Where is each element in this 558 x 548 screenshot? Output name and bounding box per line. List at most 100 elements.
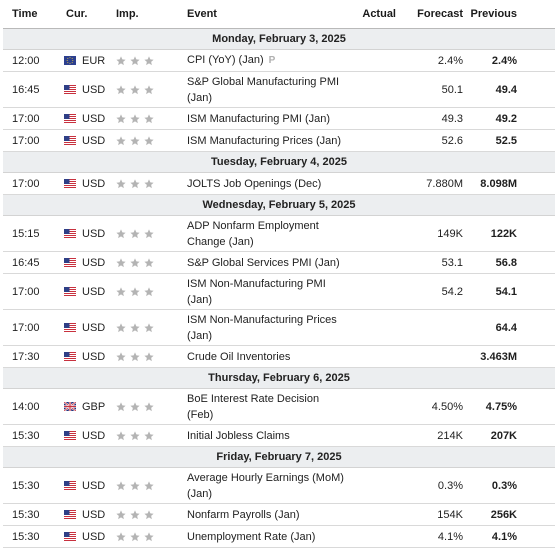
event-name[interactable]: BoE Interest Rate Decision (Feb) (187, 388, 349, 425)
event-time: 16:45 (3, 71, 57, 108)
event-name[interactable]: ISM Non-Manufacturing Prices (Jan) (187, 309, 349, 346)
event-forecast: 7.880M (399, 172, 467, 195)
event-currency-cell: USD (57, 215, 113, 252)
star-icon (130, 286, 140, 297)
day-label: Wednesday, February 5, 2025 (3, 194, 555, 216)
event-forecast: 4.50% (399, 388, 467, 425)
event-forecast: 53.1 (399, 251, 467, 274)
event-forecast: 149K (399, 215, 467, 252)
event-name[interactable]: CPI (YoY) (Jan) P (187, 49, 349, 72)
importance-stars (113, 309, 187, 346)
event-previous: 8.098M (467, 172, 555, 195)
star-icon (144, 178, 154, 189)
event-row[interactable]: 17:30 USD Crude Oil Inventories 3.463M (3, 345, 555, 368)
importance-stars (113, 215, 187, 252)
event-currency-cell: USD (57, 345, 113, 368)
event-name-line: Initial Jobless Claims (187, 429, 290, 442)
event-row[interactable]: 15:30 USD Average Hourly Earnings (MoM) (Ja… (3, 467, 555, 504)
header-time[interactable]: Time (3, 0, 57, 29)
event-name[interactable]: ISM Non-Manufacturing PMI (Jan) (187, 273, 349, 310)
star-icon (116, 351, 126, 362)
calendar-body: Monday, February 3, 2025 12:00 EUR CPI (YoY… (3, 28, 555, 548)
event-name-line: Average Hourly Earnings (MoM) (187, 471, 344, 484)
star-icon (130, 228, 140, 239)
importance-stars (113, 49, 187, 72)
event-name[interactable]: ADP Nonfarm Employment Change (Jan) (187, 215, 349, 252)
event-name-line: (Jan) (187, 91, 213, 104)
star-icon (130, 178, 140, 189)
event-row[interactable]: 17:00 USD ISM Manufacturing PMI (Jan) 49.3 4… (3, 107, 555, 130)
star-icon (116, 55, 126, 66)
event-name[interactable]: S&P Global Services PMI (Jan) (187, 251, 349, 274)
event-name[interactable]: Crude Oil Inventories (187, 345, 349, 368)
header-importance[interactable]: Imp. (113, 0, 187, 29)
event-row[interactable]: 15:30 USD Nonfarm Payrolls (Jan) 154K 256K (3, 503, 555, 526)
importance-stars (113, 273, 187, 310)
star-icon (116, 178, 126, 189)
event-forecast: 154K (399, 503, 467, 526)
importance-stars (113, 251, 187, 274)
event-time: 17:00 (3, 172, 57, 195)
event-row[interactable]: 14:00 GBP BoE Interest Rate Decision (Feb) 4… (3, 388, 555, 425)
star-icon (116, 113, 126, 124)
us-flag-icon (64, 531, 76, 541)
event-row[interactable]: 15:30 USD Initial Jobless Claims 214K 207K (3, 424, 555, 447)
event-row[interactable]: 17:00 USD ISM Non-Manufacturing PMI (Jan) 54… (3, 273, 555, 310)
event-time: 15:15 (3, 215, 57, 252)
event-name[interactable]: JOLTS Job Openings (Dec) (187, 172, 349, 195)
star-icon (116, 135, 126, 146)
star-icon (130, 135, 140, 146)
event-name-line: BoE Interest Rate Decision (187, 392, 320, 405)
event-name[interactable]: ISM Manufacturing Prices (Jan) (187, 129, 349, 152)
event-previous: 207K (467, 424, 555, 447)
header-actual[interactable]: Actual (349, 0, 399, 29)
event-actual (349, 309, 399, 346)
header-event[interactable]: Event (187, 0, 349, 29)
event-currency-cell: USD (57, 424, 113, 447)
event-name[interactable]: Average Hourly Earnings (MoM) (Jan) (187, 467, 349, 504)
event-previous: 56.8 (467, 251, 555, 274)
event-forecast: 0.3% (399, 467, 467, 504)
event-actual (349, 215, 399, 252)
event-row[interactable]: 15:15 USD ADP Nonfarm Employment Change (Ja… (3, 215, 555, 252)
event-currency-cell: USD (57, 107, 113, 130)
event-row[interactable]: 17:00 USD JOLTS Job Openings (Dec) 7.880M 8.… (3, 172, 555, 195)
star-icon (116, 480, 126, 491)
star-icon (130, 509, 140, 520)
event-time: 16:45 (3, 251, 57, 274)
event-row[interactable]: 16:45 USD S&P Global Manufacturing PMI (Jan… (3, 71, 555, 108)
star-icon (130, 257, 140, 268)
event-row[interactable]: 16:45 USD S&P Global Services PMI (Jan) 53.… (3, 251, 555, 274)
event-row[interactable]: 17:00 USD ISM Non-Manufacturing Prices (Jan… (3, 309, 555, 346)
event-time: 17:00 (3, 309, 57, 346)
event-forecast: 50.1 (399, 71, 467, 108)
event-currency-cell: USD (57, 467, 113, 504)
event-name[interactable]: S&P Global Manufacturing PMI (Jan) (187, 71, 349, 108)
star-icon (116, 257, 126, 268)
event-time: 15:30 (3, 467, 57, 504)
currency-code: USD (82, 285, 106, 298)
event-time: 15:30 (3, 424, 57, 447)
star-icon (144, 257, 154, 268)
event-forecast: 54.2 (399, 273, 467, 310)
star-icon (116, 509, 126, 520)
event-currency-cell: USD (57, 71, 113, 108)
event-previous: 49.4 (467, 71, 555, 108)
event-name-line: (Jan) (187, 329, 213, 342)
importance-stars (113, 388, 187, 425)
header-currency[interactable]: Cur. (57, 0, 113, 29)
event-name[interactable]: Initial Jobless Claims (187, 424, 349, 447)
star-icon (116, 322, 126, 333)
event-row[interactable]: 17:00 USD ISM Manufacturing Prices (Jan) 52… (3, 129, 555, 152)
event-name[interactable]: Nonfarm Payrolls (Jan) (187, 503, 349, 526)
header-previous[interactable]: Previous (467, 0, 555, 29)
event-name[interactable]: ISM Manufacturing PMI (Jan) (187, 107, 349, 130)
event-actual (349, 345, 399, 368)
star-icon (116, 228, 126, 239)
event-actual (349, 273, 399, 310)
event-actual (349, 424, 399, 447)
event-row[interactable]: 12:00 EUR CPI (YoY) (Jan) P 2.4% 2.4% (3, 49, 555, 72)
currency-code: USD (82, 429, 106, 442)
event-previous: 3.463M (467, 345, 555, 368)
header-forecast[interactable]: Forecast (399, 0, 467, 29)
